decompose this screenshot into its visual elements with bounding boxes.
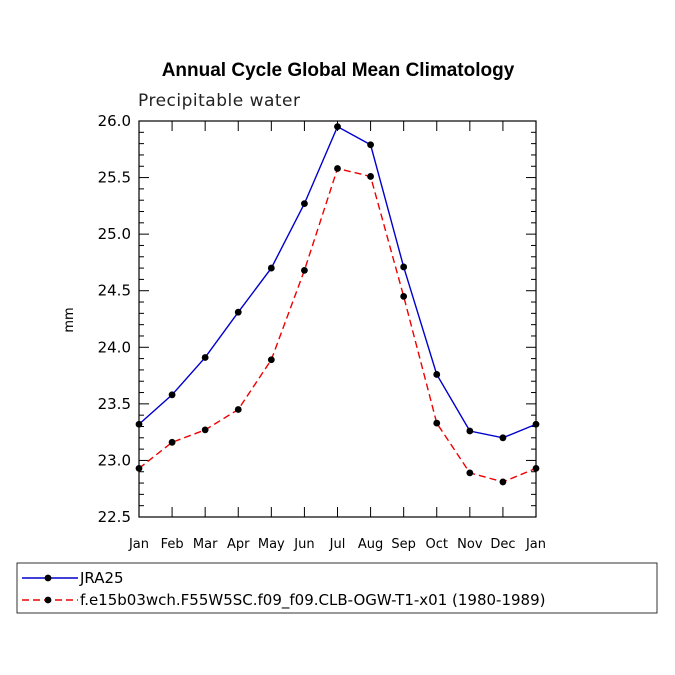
- data-point: [234, 406, 242, 413]
- data-point: [234, 308, 242, 316]
- x-tick-label: Jan: [525, 537, 546, 552]
- y-tick-label: 23.0: [98, 451, 131, 469]
- data-point: [301, 266, 308, 274]
- legend-marker: [44, 574, 52, 582]
- data-point: [499, 478, 507, 486]
- data-point: [466, 427, 474, 435]
- data-point: [267, 356, 275, 364]
- data-point: [466, 469, 474, 477]
- series-line: [138, 167, 537, 483]
- series-1: [135, 123, 540, 442]
- data-point: [433, 371, 441, 378]
- data-point: [400, 292, 408, 300]
- x-tick-label: Jan: [128, 537, 149, 552]
- legend-label: JRA25: [79, 569, 124, 587]
- y-tick-label: 24.0: [98, 338, 131, 356]
- x-tick-label: Apr: [227, 537, 250, 552]
- axis-ticks: 22.5 23.0 23.5 24.0 24.5 25.0 25.5 26.0 Jan Feb Ma…: [98, 112, 546, 552]
- legend-marker: [44, 596, 52, 604]
- data-point: [301, 200, 308, 207]
- y-tick-label: 24.5: [98, 282, 131, 300]
- data-point: [433, 419, 441, 427]
- y-tick-label: 25.0: [98, 225, 131, 243]
- data-point: [532, 420, 540, 428]
- legend-entry-2: f.e15b03wch.F55W5SC.f09_f09.CLB-OGW-T1-x…: [22, 591, 545, 610]
- y-tick-label: 23.5: [98, 395, 131, 413]
- x-tick-label: Jun: [293, 537, 314, 552]
- series-layer: [135, 123, 540, 486]
- data-point: [135, 420, 143, 428]
- data-point: [168, 391, 176, 399]
- legend-box: [16, 562, 658, 614]
- x-tick-label: May: [258, 537, 285, 552]
- chart-title: Annual Cycle Global Mean Climatology: [162, 60, 515, 81]
- x-tick-label: Oct: [426, 537, 448, 552]
- series-line: [138, 125, 537, 439]
- x-tick-label: Dec: [490, 537, 515, 552]
- y-tick-label: 22.5: [98, 508, 131, 526]
- data-point: [135, 464, 143, 472]
- data-point: [367, 141, 374, 149]
- plot-frame: [138, 120, 537, 518]
- data-point: [267, 264, 275, 272]
- legend-label: f.e15b03wch.F55W5SC.f09_f09.CLB-OGW-T1-x…: [80, 591, 545, 610]
- x-tick-label: Feb: [161, 537, 184, 552]
- legend-entry-1: JRA25: [22, 569, 124, 587]
- x-tick-label: Mar: [193, 537, 218, 552]
- data-point: [168, 438, 176, 446]
- y-axis-label: mm: [62, 307, 77, 332]
- data-point: [367, 173, 374, 180]
- y-tick-label: 25.5: [98, 169, 131, 187]
- x-tick-label: Aug: [358, 537, 383, 552]
- data-point: [334, 165, 341, 172]
- data-point: [532, 464, 540, 472]
- x-tick-label: Nov: [457, 537, 483, 552]
- chart-subtitle: Precipitable water: [138, 91, 301, 111]
- data-point: [499, 434, 507, 442]
- data-point: [400, 263, 408, 271]
- data-point: [334, 123, 341, 131]
- legend: JRA25 f.e15b03wch.F55W5SC.f09_f09.CLB-OGW…: [16, 562, 658, 614]
- data-point: [201, 354, 209, 361]
- x-tick-label: Jul: [329, 537, 346, 552]
- x-tick-label: Sep: [391, 537, 416, 552]
- series-2: [135, 165, 540, 486]
- y-tick-label: 26.0: [98, 112, 131, 130]
- data-point: [201, 426, 209, 434]
